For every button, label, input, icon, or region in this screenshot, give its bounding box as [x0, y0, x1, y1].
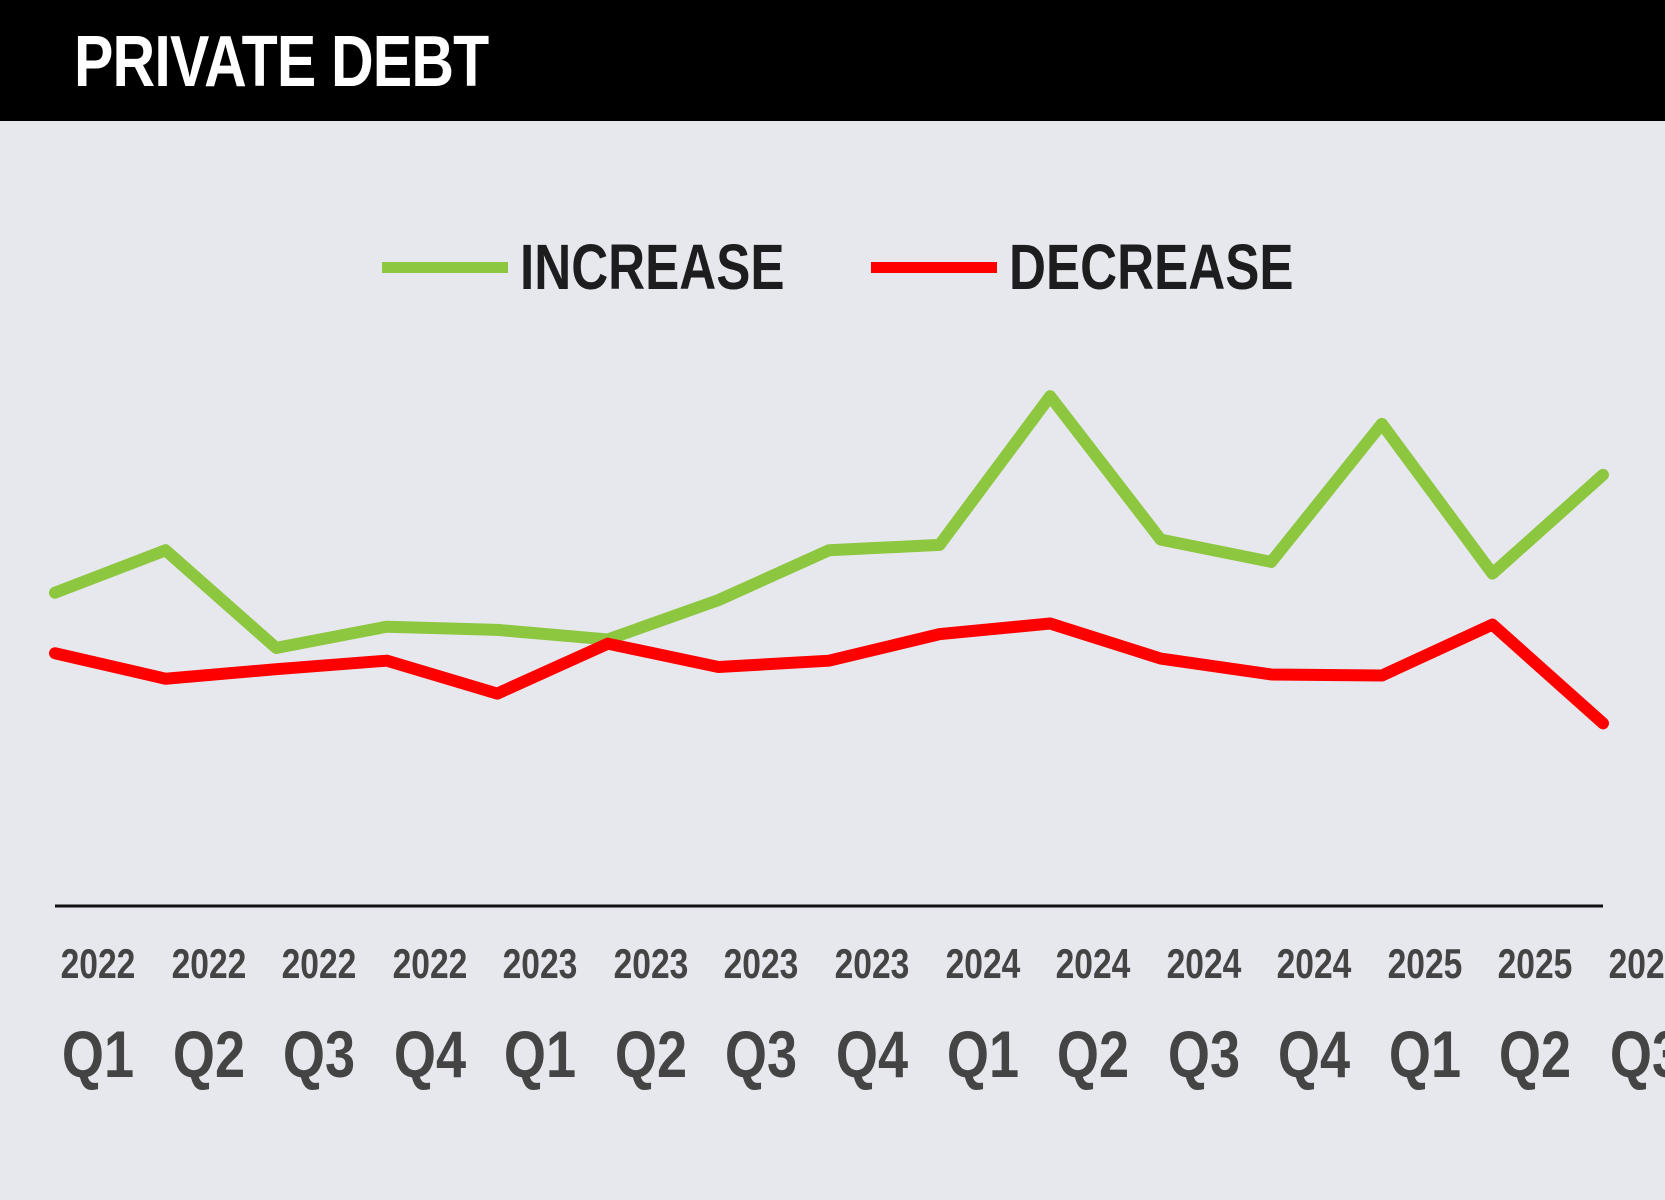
x-tick-quarter: Q4 — [835, 1017, 909, 1091]
x-tick-quarter: Q1 — [504, 1017, 577, 1091]
x-tick-quarter: Q3 — [1609, 1017, 1665, 1091]
x-tick-quarter: Q2 — [614, 1017, 687, 1091]
x-tick-year: 2025 — [1608, 940, 1665, 987]
x-tick-quarter: Q2 — [1057, 1017, 1130, 1091]
x-tick-quarter: Q1 — [946, 1017, 1019, 1091]
legend-label-increase: INCREASE — [520, 231, 785, 303]
x-tick-quarter: Q2 — [172, 1017, 245, 1091]
x-tick-quarter: Q3 — [1167, 1017, 1240, 1091]
x-tick-year: 2022 — [281, 940, 357, 987]
x-tick-year: 2024 — [1166, 940, 1242, 987]
x-tick-year: 2023 — [502, 940, 578, 987]
x-tick-quarter: Q3 — [725, 1017, 798, 1091]
series-line-increase — [49, 390, 1609, 654]
x-tick-quarter: Q1 — [61, 1017, 135, 1091]
x-tick-year: 2023 — [834, 940, 910, 987]
x-tick-quarter: Q4 — [393, 1017, 466, 1091]
series-line-decrease — [49, 617, 1609, 730]
legend-swatch-decrease — [871, 262, 997, 273]
x-tick-quarter: Q1 — [1388, 1017, 1461, 1091]
x-tick-year: 2022 — [171, 940, 246, 987]
x-tick-year: 2023 — [724, 940, 799, 987]
x-tick-year: 2024 — [1055, 940, 1131, 987]
x-tick-year: 2025 — [1387, 940, 1463, 987]
legend-swatch-increase — [382, 262, 508, 273]
x-tick-quarter: Q3 — [283, 1017, 356, 1091]
x-tick-year: 2024 — [945, 940, 1020, 987]
legend-label-decrease: DECREASE — [1009, 231, 1294, 303]
x-tick-quarter: Q4 — [1278, 1017, 1351, 1091]
x-tick-year: 2022 — [392, 940, 468, 987]
x-tick-year: 2023 — [613, 940, 689, 987]
chart-title: PRIVATE DEBT — [74, 22, 489, 102]
x-tick-quarter: Q2 — [1499, 1017, 1572, 1091]
x-tick-year: 2025 — [1498, 940, 1573, 987]
x-tick-year: 2024 — [1276, 940, 1352, 987]
header-bar: PRIVATE DEBT — [0, 0, 1665, 121]
x-tick-year: 2022 — [60, 940, 136, 987]
